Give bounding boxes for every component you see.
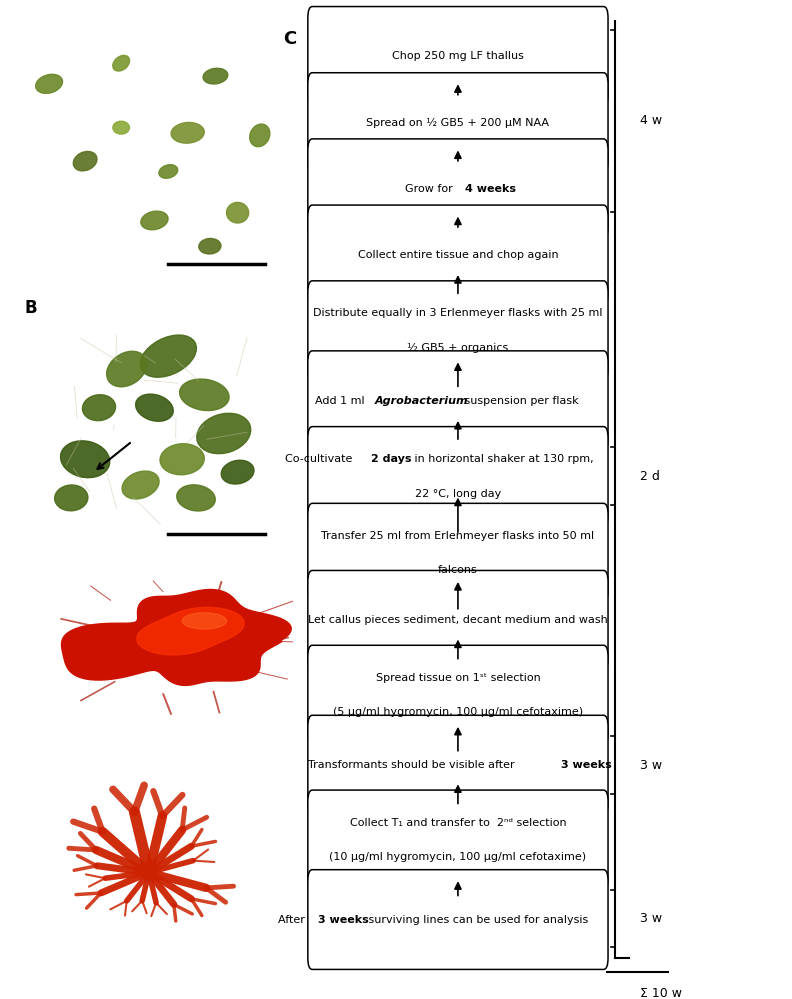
Text: Agrobacterium: Agrobacterium	[375, 396, 468, 406]
Text: 3 weeks: 3 weeks	[562, 760, 612, 770]
FancyBboxPatch shape	[308, 427, 608, 526]
Text: 2 days: 2 days	[371, 455, 412, 465]
FancyBboxPatch shape	[308, 73, 608, 173]
Text: 2 d: 2 d	[640, 470, 660, 483]
Text: falcons: falcons	[438, 565, 478, 575]
Ellipse shape	[180, 379, 229, 411]
Ellipse shape	[221, 461, 254, 485]
FancyBboxPatch shape	[308, 870, 608, 969]
Polygon shape	[182, 612, 227, 629]
Ellipse shape	[159, 165, 177, 178]
Text: (10 μg/ml hygromycin, 100 μg/ml cefotaxime): (10 μg/ml hygromycin, 100 μg/ml cefotaxi…	[329, 852, 587, 862]
Text: Grow for: Grow for	[405, 184, 456, 194]
Ellipse shape	[74, 152, 97, 171]
Text: Distribute equally in 3 Erlenmeyer flasks with 25 ml: Distribute equally in 3 Erlenmeyer flask…	[313, 309, 603, 319]
Ellipse shape	[107, 352, 147, 387]
Text: After: After	[278, 914, 308, 924]
Ellipse shape	[203, 68, 228, 84]
Text: Collect entire tissue and chop again: Collect entire tissue and chop again	[358, 250, 558, 260]
Text: surviving lines can be used for analysis: surviving lines can be used for analysis	[364, 914, 588, 924]
Ellipse shape	[55, 485, 88, 510]
Text: Collect T₁ and transfer to  2ⁿᵈ selection: Collect T₁ and transfer to 2ⁿᵈ selection	[349, 818, 566, 828]
Text: A: A	[25, 30, 37, 48]
Ellipse shape	[36, 74, 63, 93]
FancyBboxPatch shape	[308, 7, 608, 106]
Polygon shape	[62, 589, 291, 685]
Ellipse shape	[249, 124, 270, 147]
Ellipse shape	[135, 394, 173, 422]
FancyBboxPatch shape	[308, 205, 608, 305]
Text: Transfer 25 ml from Erlenmeyer flasks into 50 ml: Transfer 25 ml from Erlenmeyer flasks in…	[322, 530, 595, 540]
Text: 4 w: 4 w	[640, 114, 662, 127]
FancyBboxPatch shape	[308, 715, 608, 815]
Text: 3 w: 3 w	[640, 758, 662, 771]
Ellipse shape	[122, 472, 159, 499]
Text: 22 °C, long day: 22 °C, long day	[415, 489, 501, 499]
Text: Chop 250 mg LF thallus: Chop 250 mg LF thallus	[392, 51, 524, 61]
Ellipse shape	[196, 414, 251, 454]
Ellipse shape	[140, 335, 196, 378]
Ellipse shape	[177, 485, 215, 510]
Text: C: C	[283, 30, 296, 48]
Ellipse shape	[141, 211, 168, 230]
Text: 4 weeks: 4 weeks	[465, 184, 516, 194]
Text: (5 μg/ml hygromycin, 100 μg/ml cefotaxime): (5 μg/ml hygromycin, 100 μg/ml cefotaxim…	[333, 707, 583, 717]
Text: B: B	[25, 300, 36, 318]
Text: in horizontal shaker at 130 rpm,: in horizontal shaker at 130 rpm,	[411, 455, 594, 465]
Text: Let callus pieces sediment, decant medium and wash: Let callus pieces sediment, decant mediu…	[308, 615, 607, 625]
Ellipse shape	[113, 121, 130, 134]
Ellipse shape	[60, 441, 110, 478]
Ellipse shape	[199, 239, 221, 254]
Ellipse shape	[160, 444, 204, 475]
Text: Σ 10 w: Σ 10 w	[640, 987, 682, 999]
Text: Transformants should be visible after: Transformants should be visible after	[308, 760, 518, 770]
FancyBboxPatch shape	[308, 281, 608, 381]
Ellipse shape	[171, 123, 204, 143]
Text: suspension per flask: suspension per flask	[461, 396, 579, 406]
FancyBboxPatch shape	[308, 503, 608, 603]
Text: Co-cultivate: Co-cultivate	[284, 455, 356, 465]
Ellipse shape	[112, 55, 130, 71]
Text: Spread tissue on 1ˢᵗ selection: Spread tissue on 1ˢᵗ selection	[375, 673, 540, 683]
FancyBboxPatch shape	[308, 790, 608, 890]
Text: E: E	[25, 782, 36, 800]
FancyBboxPatch shape	[308, 570, 608, 670]
Text: 3 weeks: 3 weeks	[318, 914, 369, 924]
FancyBboxPatch shape	[308, 351, 608, 451]
Polygon shape	[137, 607, 244, 655]
Ellipse shape	[227, 203, 249, 223]
Text: Add 1 ml: Add 1 ml	[314, 396, 367, 406]
Text: Spread on ½ GB5 + 200 μM NAA: Spread on ½ GB5 + 200 μM NAA	[367, 118, 550, 128]
FancyBboxPatch shape	[308, 139, 608, 239]
FancyBboxPatch shape	[308, 645, 608, 745]
Text: 3 w: 3 w	[640, 912, 662, 925]
Text: D: D	[25, 567, 38, 585]
Ellipse shape	[82, 395, 116, 421]
Text: ½ GB5 + organics: ½ GB5 + organics	[407, 343, 508, 353]
